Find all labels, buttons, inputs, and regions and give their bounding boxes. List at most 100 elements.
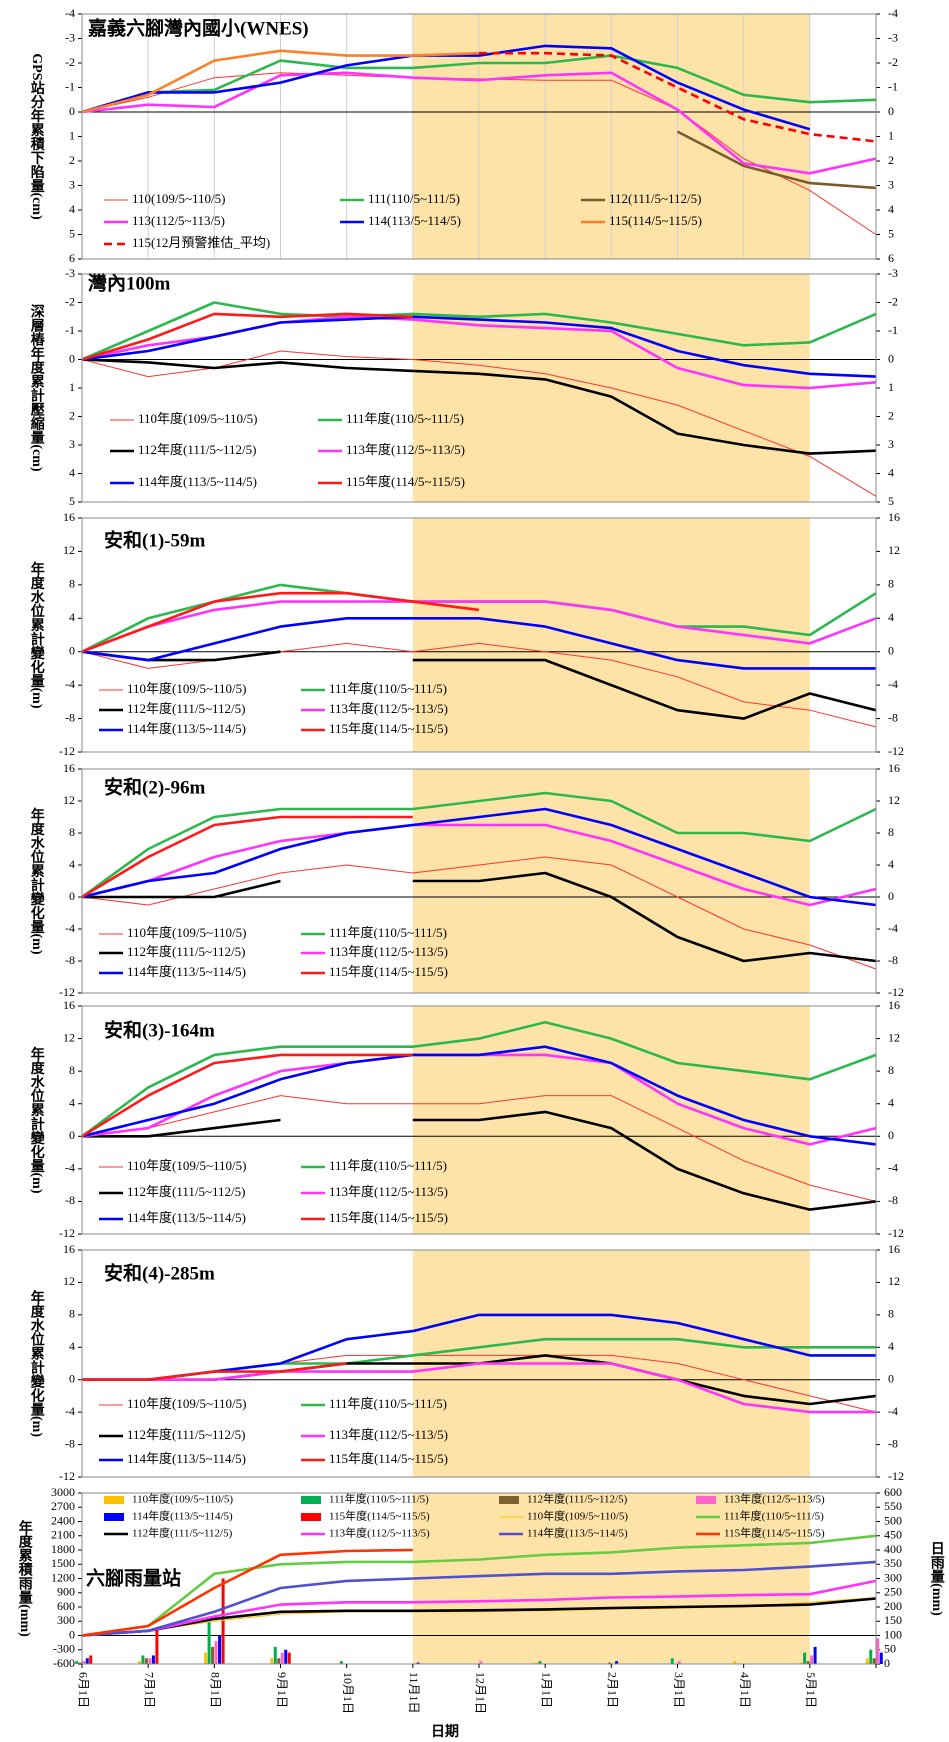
legend-label: 111年度(110/5~111/5) — [329, 1396, 447, 1411]
rain-bar — [270, 1658, 274, 1664]
y2-tick-label: 200 — [884, 1599, 902, 1613]
panel-title: 安和(2)-96m — [104, 775, 205, 798]
rain-bar — [339, 1661, 343, 1664]
x-tick-label: 6月1日 — [76, 1672, 90, 1708]
y-tick-label: -1 — [65, 323, 75, 337]
legend-label: 111年度(110/5~111/5) — [724, 1509, 824, 1523]
series-line — [81, 1021, 877, 1138]
rain-bar — [137, 1661, 141, 1664]
y-tick-label: 16 — [63, 998, 75, 1012]
rain-bar — [813, 1646, 817, 1664]
x-tick-label: 5月1日 — [804, 1672, 818, 1708]
legend-label: 112年度(111/5~112/5) — [132, 1526, 233, 1540]
series-line — [81, 1045, 877, 1146]
y-tick-label-right: 16 — [888, 1242, 900, 1256]
y-axis-label: 年度水位累計變化量(m) — [29, 807, 45, 955]
y2-tick-label: 0 — [884, 1656, 890, 1670]
y2-tick-label: 150 — [884, 1613, 902, 1627]
y-tick-label: -3 — [65, 30, 75, 44]
panel-title: 安和(4)-285m — [104, 1261, 215, 1284]
legend-label: 114年度(113/5~114/5) — [127, 721, 246, 736]
y-tick-label-right: -4 — [888, 677, 898, 691]
series-line — [81, 815, 413, 899]
series-line — [81, 315, 877, 378]
rain-bar — [479, 1661, 483, 1664]
y-tick-label: 1200 — [51, 1570, 75, 1584]
rain-bar — [75, 1661, 79, 1664]
y-tick-label: 8 — [69, 1307, 75, 1321]
x-tick-label: 11月1日 — [407, 1672, 421, 1714]
panel-title: 灣內100m — [87, 271, 171, 294]
y-tick-label: -8 — [65, 1193, 75, 1207]
y-axis-label: 年度水位累計變化量(m) — [29, 1289, 45, 1437]
y2-tick-label: 500 — [884, 1513, 902, 1527]
plot-frame — [81, 13, 877, 260]
legend-label: 114年度(113/5~114/5) — [127, 1210, 246, 1225]
y-tick-label: -600 — [53, 1656, 75, 1670]
series-line — [81, 301, 877, 361]
legend-label: 113年度(112/5~113/5) — [329, 1184, 448, 1199]
rain-bar — [148, 1658, 152, 1664]
y-tick-label-right: -1 — [888, 323, 898, 337]
y-tick-label: 300 — [57, 1613, 75, 1627]
x-tick-label: 7月1日 — [142, 1672, 156, 1708]
y-tick-label: 0 — [69, 889, 75, 903]
series-line — [81, 1053, 413, 1138]
rain-bar — [221, 1578, 225, 1664]
y-tick-label-right: 0 — [888, 643, 894, 657]
legend-label: 115年度(114/5~115/5) — [724, 1526, 825, 1540]
series-line — [82, 871, 877, 963]
y-tick-label: 2700 — [51, 1499, 75, 1513]
y-tick-label-right: 2 — [888, 153, 894, 167]
legend-label: 114年度(113/5~114/5) — [138, 474, 257, 489]
y-tick-label: -1 — [65, 79, 75, 93]
rain-bar — [218, 1635, 222, 1664]
y-tick-label-right: 4 — [888, 1339, 894, 1353]
series-line — [81, 823, 877, 907]
y-tick-label-right: 8 — [888, 1307, 894, 1321]
legend-label: 113年度(112/5~113/5) — [346, 442, 465, 457]
rain-bar — [876, 1638, 880, 1664]
y-tick-label: 0 — [69, 1371, 75, 1385]
legend-label: 112年度(111/5~112/5) — [127, 944, 246, 959]
rain-bar — [277, 1658, 281, 1664]
legend-swatch — [301, 1496, 321, 1504]
rain-bar — [207, 1621, 211, 1664]
y-tick-label: 3000 — [51, 1485, 75, 1499]
legend-label: 112(111/5~112/5) — [609, 191, 702, 206]
series-line — [81, 54, 877, 114]
y-tick-label-right: 12 — [888, 793, 900, 807]
y2-tick-label: 300 — [884, 1570, 902, 1584]
legend-label: 112年度(111/5~112/5) — [127, 1427, 246, 1442]
legend-label: 111年度(110/5~111/5) — [329, 681, 447, 696]
plot-frame — [81, 517, 877, 753]
y-tick-label-right: 0 — [888, 1128, 894, 1142]
legend-label: 114年度(113/5~114/5) — [127, 1451, 246, 1466]
y-tick-label: -4 — [65, 6, 75, 20]
y-tick-label-right: -1 — [888, 79, 898, 93]
series-line — [81, 1579, 877, 1637]
y-tick-label-right: 0 — [888, 104, 894, 118]
y-tick-label: 8 — [69, 1063, 75, 1077]
y-tick-label-right: 3 — [888, 437, 894, 451]
y-tick-label: -4 — [65, 677, 75, 691]
x-tick-label: 9月1日 — [275, 1672, 289, 1708]
y-tick-label: 16 — [63, 761, 75, 775]
series-line — [81, 312, 413, 361]
legend-label: 111年度(110/5~111/5) — [329, 1492, 429, 1506]
y-tick-label-right: 1 — [888, 128, 894, 142]
legend-label: 110(109/5~110/5) — [132, 191, 225, 206]
x-tick-label: 1月1日 — [539, 1672, 553, 1708]
series-line — [82, 1110, 877, 1211]
legend-label: 115年度(114/5~115/5) — [346, 474, 465, 489]
y-tick-label-right: 2 — [888, 408, 894, 422]
y-tick-label-right: 4 — [888, 610, 894, 624]
legend-label: 113年度(112/5~113/5) — [329, 1526, 430, 1540]
y-tick-label: 4 — [69, 1339, 75, 1353]
y-tick-label: 8 — [69, 577, 75, 591]
legend-label: 110年度(109/5~110/5) — [127, 681, 246, 696]
rain-bar — [872, 1658, 876, 1664]
y-tick-label-right: 12 — [888, 1274, 900, 1288]
series-line — [81, 1560, 877, 1637]
legend-label: 115(12月預警推估_平均) — [132, 235, 270, 250]
